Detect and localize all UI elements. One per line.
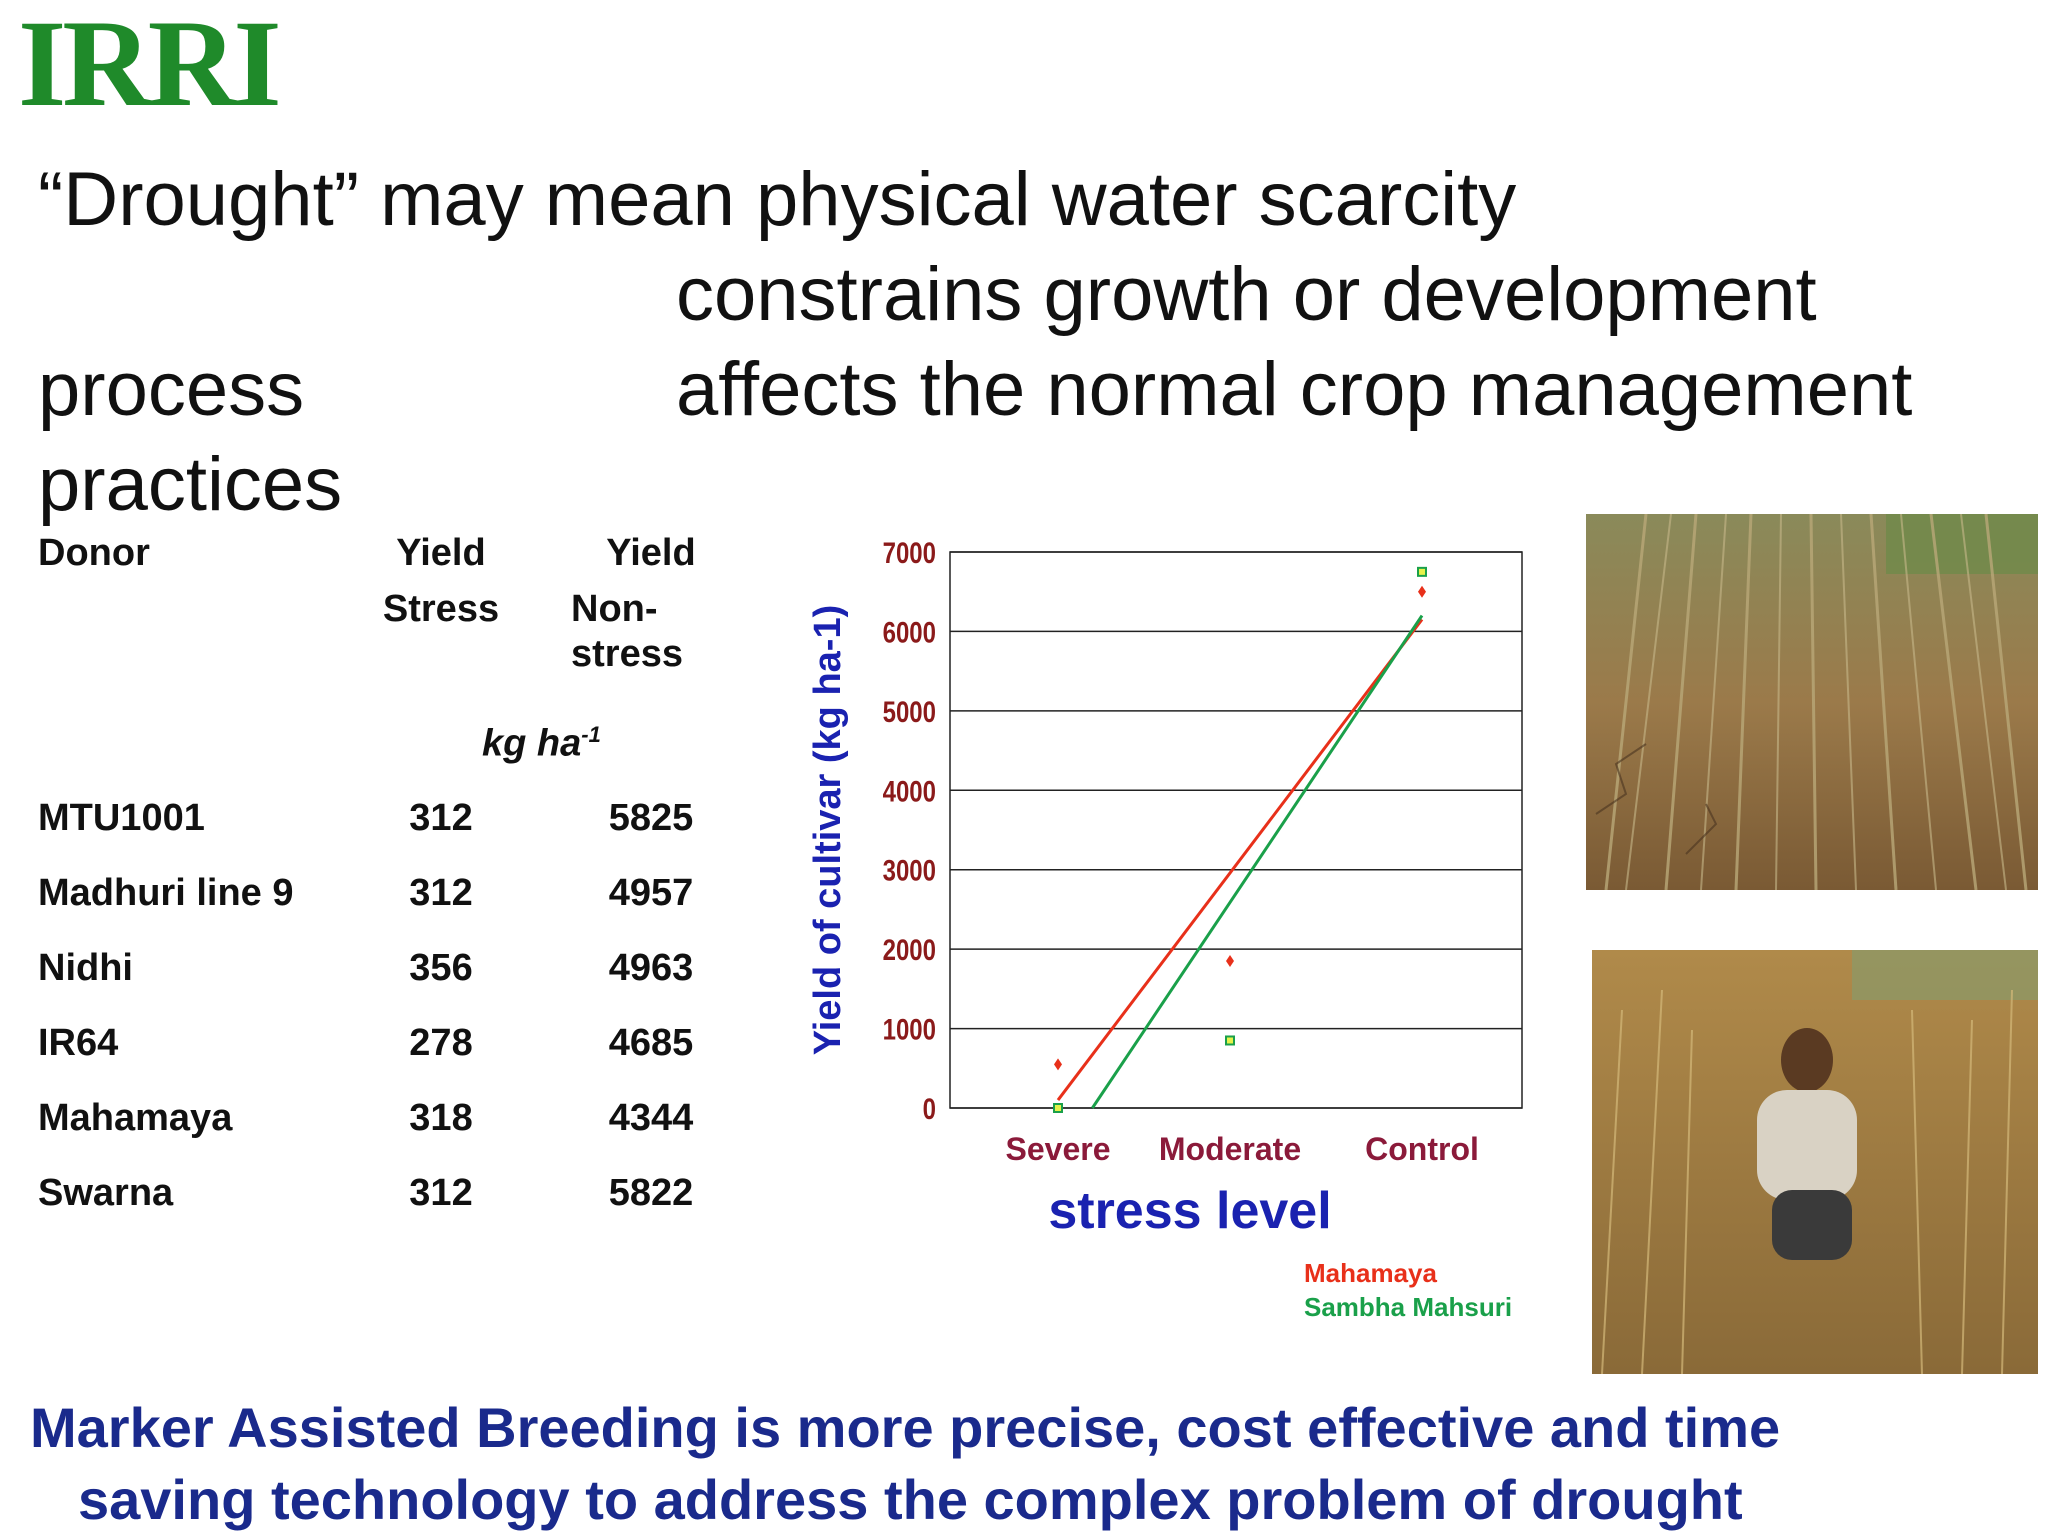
header-yield-stress-1: Yield: [396, 532, 486, 574]
y-tick-label: 2000: [883, 933, 936, 967]
row-yield-nonstress: 4685: [608, 1022, 694, 1064]
row-yield-nonstress: 5825: [608, 797, 694, 839]
data-point: [1053, 1103, 1063, 1113]
farmer-drought-photo: [1592, 950, 2038, 1374]
yield-chart: 0 1000 2000 3000 4000 5000 6000 7000 Severe Moder…: [807, 535, 1523, 1322]
row-yield-stress: 312: [409, 1172, 473, 1214]
plot-frame: [949, 551, 1523, 1109]
unit-label: kg ha-1: [482, 722, 601, 765]
irri-logo: IRRI: [18, 0, 282, 132]
footer-line-1: Marker Assisted Breeding is more precise…: [30, 1396, 1781, 1459]
row-donor: Mahamaya: [38, 1097, 233, 1139]
heading-line-1: “Drought” may mean physical water scarci…: [38, 157, 1517, 242]
data-point: [1054, 1058, 1062, 1071]
trend-line: [1056, 618, 1424, 1101]
footer-line-2: saving technology to address the complex…: [78, 1468, 1743, 1531]
row-donor: Madhuri line 9: [38, 872, 294, 914]
heading-line-2: constrains growth or development: [676, 252, 1817, 337]
x-tick-label: Control: [1365, 1131, 1479, 1167]
row-donor: IR64: [38, 1022, 119, 1064]
row-donor: MTU1001: [38, 797, 205, 839]
row-yield-nonstress: 4957: [608, 872, 694, 914]
data-point: [1226, 955, 1234, 968]
x-tick-label: Moderate: [1159, 1131, 1301, 1167]
trend-line: [1091, 614, 1424, 1109]
y-tick-label: 7000: [883, 535, 936, 569]
row-donor: Swarna: [38, 1172, 174, 1214]
legend-entry: Mahamaya: [1304, 1258, 1437, 1288]
y-tick-label: 6000: [883, 615, 936, 649]
row-yield-nonstress: 5822: [608, 1172, 694, 1214]
heading-line-4: practices: [38, 442, 343, 527]
header-yield-nonstress-3: stress: [571, 633, 683, 675]
x-axis-label: stress level: [1048, 1182, 1331, 1240]
row-yield-stress: 356: [409, 947, 473, 989]
row-donor: Nidhi: [38, 947, 133, 989]
header-donor: Donor: [38, 532, 150, 574]
header-yield-stress-2: Stress: [382, 588, 500, 630]
row-yield-stress: 312: [409, 872, 473, 914]
row-yield-stress: 312: [409, 797, 473, 839]
heading-line-3b: affects the normal crop management: [676, 347, 1913, 432]
x-tick-label: Severe: [1006, 1131, 1111, 1167]
legend-entry: Sambha Mahsuri: [1304, 1292, 1512, 1322]
y-tick-label: 0: [923, 1091, 936, 1125]
row-yield-nonstress: 4344: [608, 1097, 694, 1139]
row-yield-nonstress: 4963: [608, 947, 694, 989]
dry-field-photo: [1586, 514, 2038, 890]
data-point: [1418, 585, 1426, 598]
row-yield-stress: 278: [409, 1022, 473, 1064]
y-tick-label: 3000: [883, 853, 936, 887]
row-yield-stress: 318: [409, 1097, 473, 1139]
y-tick-label: 5000: [883, 694, 936, 728]
y-tick-label: 1000: [883, 1012, 936, 1046]
data-point: [1225, 1035, 1235, 1046]
header-yield-nonstress-1: Yield: [606, 532, 696, 574]
y-axis-label: Yield of cultivar (kg ha-1): [807, 605, 849, 1055]
data-point: [1417, 566, 1427, 577]
header-yield-nonstress-2: Non-: [571, 588, 658, 630]
heading-line-3a: process: [38, 347, 305, 432]
y-tick-label: 4000: [883, 774, 936, 808]
